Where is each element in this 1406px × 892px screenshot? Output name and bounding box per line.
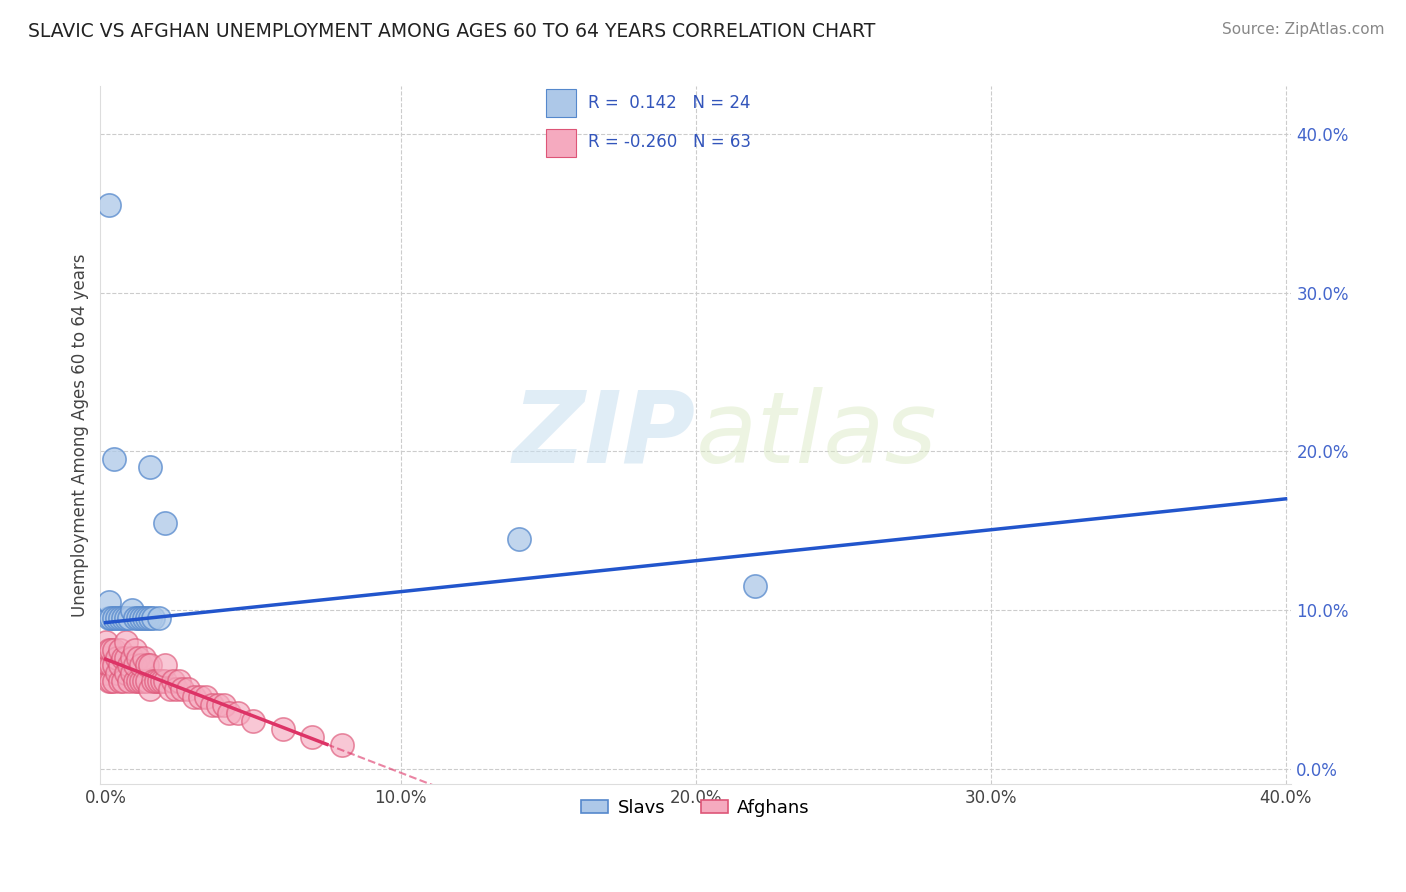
- Text: ZIP: ZIP: [513, 387, 696, 483]
- Point: [301, 730, 323, 744]
- Point: [97, 198, 120, 212]
- Point: [97, 642, 120, 657]
- Point: [153, 674, 176, 689]
- Point: [139, 682, 162, 697]
- Point: [94, 650, 117, 665]
- Point: [150, 674, 173, 689]
- Point: [94, 634, 117, 648]
- Point: [142, 611, 165, 625]
- Point: [129, 611, 152, 625]
- Point: [103, 452, 125, 467]
- Point: [139, 658, 162, 673]
- Point: [135, 611, 157, 625]
- Point: [115, 611, 138, 625]
- Point: [105, 666, 128, 681]
- Point: [103, 674, 125, 689]
- Point: [153, 516, 176, 530]
- Point: [129, 674, 152, 689]
- Point: [135, 658, 157, 673]
- Point: [159, 682, 181, 697]
- Point: [271, 722, 294, 736]
- Point: [132, 611, 155, 625]
- Point: [201, 698, 224, 712]
- Text: SLAVIC VS AFGHAN UNEMPLOYMENT AMONG AGES 60 TO 64 YEARS CORRELATION CHART: SLAVIC VS AFGHAN UNEMPLOYMENT AMONG AGES…: [28, 22, 876, 41]
- Point: [112, 674, 135, 689]
- Point: [162, 674, 184, 689]
- Point: [121, 603, 143, 617]
- Text: Source: ZipAtlas.com: Source: ZipAtlas.com: [1222, 22, 1385, 37]
- Point: [127, 611, 149, 625]
- Point: [115, 666, 138, 681]
- Point: [194, 690, 217, 705]
- FancyBboxPatch shape: [546, 128, 576, 157]
- Point: [94, 666, 117, 681]
- Point: [177, 682, 200, 697]
- Point: [118, 611, 141, 625]
- Point: [112, 650, 135, 665]
- Point: [139, 460, 162, 475]
- FancyBboxPatch shape: [546, 89, 576, 117]
- Point: [132, 674, 155, 689]
- Point: [169, 674, 191, 689]
- Point: [100, 658, 122, 673]
- Point: [127, 650, 149, 665]
- Point: [139, 611, 162, 625]
- Point: [124, 611, 146, 625]
- Point: [212, 698, 235, 712]
- Point: [124, 642, 146, 657]
- Point: [165, 682, 187, 697]
- Point: [127, 674, 149, 689]
- Point: [118, 658, 141, 673]
- Point: [124, 674, 146, 689]
- Point: [97, 611, 120, 625]
- Point: [100, 642, 122, 657]
- Point: [330, 738, 353, 752]
- Y-axis label: Unemployment Among Ages 60 to 64 years: Unemployment Among Ages 60 to 64 years: [72, 253, 89, 617]
- Point: [105, 611, 128, 625]
- Point: [145, 674, 167, 689]
- Point: [207, 698, 229, 712]
- Point: [105, 650, 128, 665]
- Point: [172, 682, 194, 697]
- Point: [135, 674, 157, 689]
- Point: [121, 666, 143, 681]
- Point: [103, 658, 125, 673]
- Point: [115, 650, 138, 665]
- Point: [242, 714, 264, 728]
- Point: [129, 658, 152, 673]
- Point: [118, 674, 141, 689]
- Point: [183, 690, 205, 705]
- Point: [100, 611, 122, 625]
- Point: [110, 642, 132, 657]
- Legend: Slavs, Afghans: Slavs, Afghans: [574, 792, 817, 824]
- Point: [218, 706, 240, 720]
- Point: [110, 611, 132, 625]
- Point: [148, 611, 170, 625]
- Point: [226, 706, 249, 720]
- Point: [100, 674, 122, 689]
- Text: atlas: atlas: [696, 387, 938, 483]
- Point: [744, 579, 766, 593]
- Point: [188, 690, 211, 705]
- Point: [97, 658, 120, 673]
- Point: [121, 650, 143, 665]
- Text: R = -0.260   N = 63: R = -0.260 N = 63: [588, 133, 751, 151]
- Point: [132, 650, 155, 665]
- Point: [97, 595, 120, 609]
- Point: [142, 674, 165, 689]
- Point: [112, 611, 135, 625]
- Point: [103, 642, 125, 657]
- Point: [103, 611, 125, 625]
- Point: [124, 658, 146, 673]
- Point: [110, 674, 132, 689]
- Point: [97, 674, 120, 689]
- Text: R =  0.142   N = 24: R = 0.142 N = 24: [588, 95, 751, 112]
- Point: [153, 658, 176, 673]
- Point: [508, 532, 530, 546]
- Point: [148, 674, 170, 689]
- Point: [110, 658, 132, 673]
- Point: [115, 634, 138, 648]
